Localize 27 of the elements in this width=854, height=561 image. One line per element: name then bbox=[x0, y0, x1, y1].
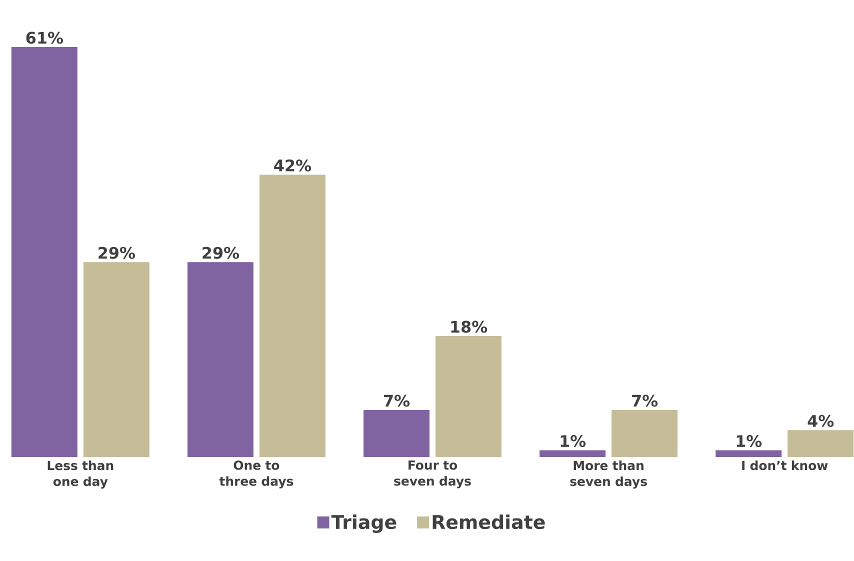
bar bbox=[436, 336, 502, 457]
legend-label: Remediate bbox=[432, 514, 545, 530]
bar bbox=[540, 450, 606, 457]
x-tick-label: Four to seven days bbox=[394, 460, 471, 488]
data-label: 18% bbox=[451, 320, 488, 333]
x-tick-label: More than seven days bbox=[570, 460, 647, 489]
bar bbox=[187, 262, 254, 457]
data-label: 42% bbox=[274, 159, 312, 172]
data-label: 4% bbox=[808, 414, 834, 427]
bar bbox=[83, 262, 150, 457]
bar bbox=[11, 47, 78, 457]
bar bbox=[259, 174, 326, 457]
legend-label: Triage bbox=[331, 514, 396, 533]
data-label: 7% bbox=[632, 394, 658, 407]
data-label: 29% bbox=[202, 246, 240, 259]
x-tick-label: One to three days bbox=[219, 460, 294, 488]
bar bbox=[364, 410, 430, 457]
data-label: 7% bbox=[384, 394, 410, 407]
data-label: 1% bbox=[736, 435, 762, 448]
data-label: 1% bbox=[560, 435, 586, 448]
bar bbox=[716, 450, 782, 457]
data-label: 61% bbox=[26, 32, 63, 44]
x-tick-label: I don’t know bbox=[742, 460, 828, 470]
x-tick-label: Less than one day bbox=[48, 460, 114, 489]
bar bbox=[612, 410, 678, 457]
bar bbox=[788, 430, 854, 457]
data-label: 29% bbox=[98, 246, 135, 259]
